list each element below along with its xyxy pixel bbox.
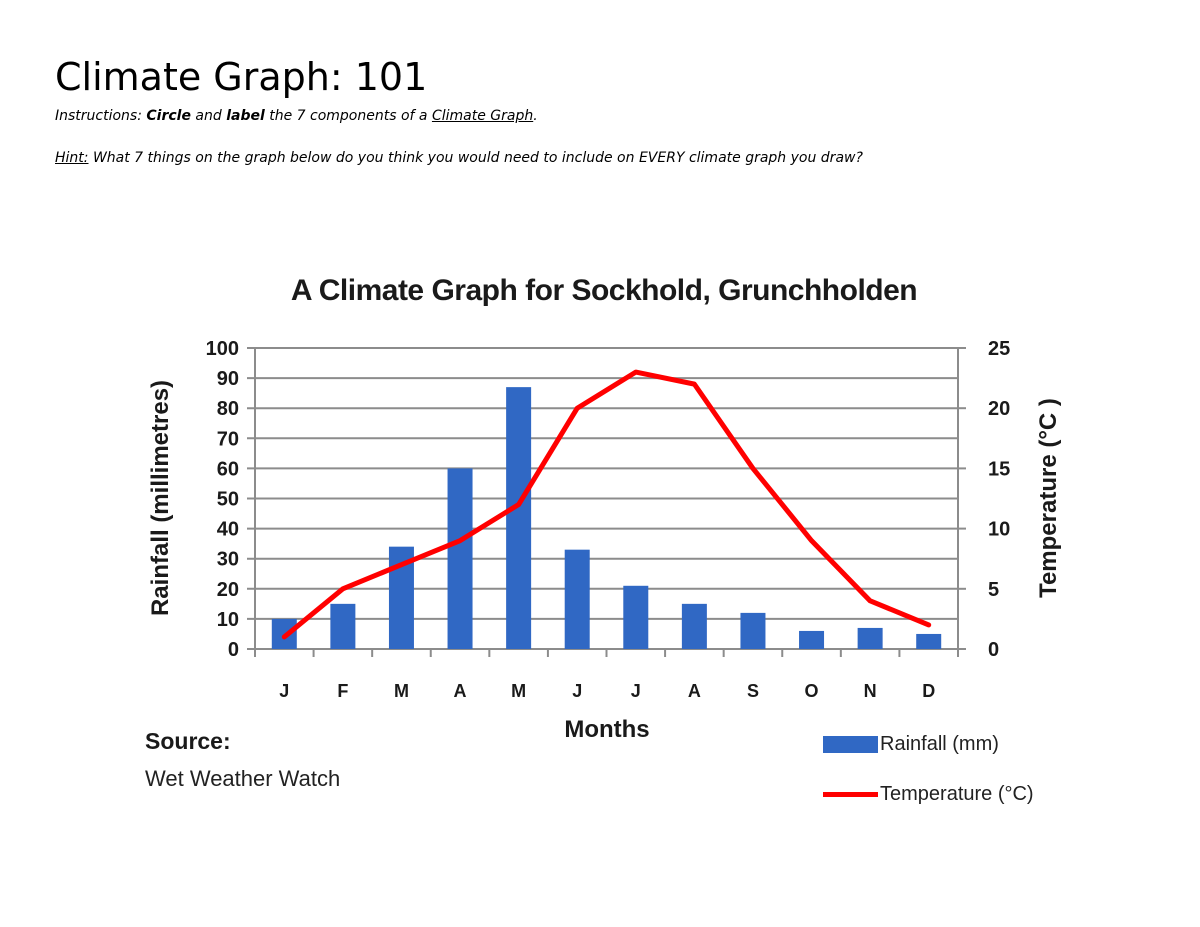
x-tick-label: M	[394, 681, 409, 701]
y-tick-label: 100	[206, 338, 239, 360]
y-axis-title: Rainfall (millimetres)	[147, 380, 174, 616]
y-tick-label: 30	[217, 549, 239, 571]
y-tick-label: 90	[217, 368, 239, 390]
source-label: Source:	[145, 728, 231, 754]
x-tick-label: O	[805, 681, 819, 701]
hint-label: Hint:	[55, 150, 89, 166]
rainfall-bar	[681, 603, 707, 649]
rainfall-bar	[564, 549, 590, 649]
legend-rainfall: Rainfall (mm)	[823, 733, 999, 756]
y2-tick-label: 25	[988, 338, 1010, 360]
y2-axis-title: Temperature (°C )	[1035, 398, 1062, 598]
legend-temperature-label: Temperature (°C)	[880, 783, 1034, 805]
source-value: Wet Weather Watch	[145, 766, 341, 791]
y-tick-label: 80	[217, 398, 239, 420]
instructions: Instructions: Circle and label the 7 com…	[55, 108, 538, 124]
rainfall-bar	[799, 630, 825, 649]
instructions-suffix: .	[533, 108, 538, 124]
x-tick-label: F	[337, 681, 348, 701]
x-tick-label: N	[864, 681, 877, 701]
y2-tick-label: 10	[988, 519, 1010, 541]
y2-tick-label: 15	[988, 458, 1010, 480]
y-tick-label: 40	[217, 519, 239, 541]
rainfall-bar	[857, 627, 883, 649]
x-tick-label: D	[922, 681, 935, 701]
x-tick-label: A	[688, 681, 701, 701]
x-tick-label: J	[279, 681, 289, 701]
rainfall-bar	[506, 387, 532, 649]
instructions-climate-graph: Climate Graph	[431, 108, 534, 124]
x-tick-label: S	[747, 681, 759, 701]
rainfall-bar	[740, 612, 766, 649]
rainfall-bar	[447, 468, 473, 649]
legend-bar-swatch-icon	[823, 736, 878, 753]
x-tick-label: J	[631, 681, 641, 701]
y2-tick-label: 20	[988, 398, 1010, 420]
legend-line-swatch-icon	[823, 792, 878, 797]
rainfall-bar	[623, 585, 649, 649]
hint-text: What 7 things on the graph below do you …	[88, 150, 863, 166]
temperature-line	[281, 369, 932, 640]
y-tick-label: 20	[217, 579, 239, 601]
legend-rainfall-label: Rainfall (mm)	[880, 733, 999, 755]
hint: Hint: What 7 things on the graph below d…	[55, 150, 863, 166]
instructions-prefix: Instructions:	[55, 108, 147, 124]
legend-temperature: Temperature (°C)	[823, 783, 1034, 806]
x-tick-label: M	[511, 681, 526, 701]
instructions-circle: Circle	[146, 108, 191, 124]
rainfall-bar	[330, 603, 356, 649]
y-tick-label: 60	[217, 458, 239, 480]
chart-title: A Climate Graph for Sockhold, Grunchhold…	[290, 274, 918, 307]
instructions-label: label	[226, 108, 265, 124]
y2-tick-label: 5	[988, 579, 999, 601]
x-axis-title: Months	[564, 716, 649, 743]
page-title: Climate Graph: 101	[55, 55, 428, 99]
y2-tick-label: 0	[988, 639, 999, 661]
y-tick-label: 0	[228, 639, 239, 661]
x-tick-label: J	[572, 681, 582, 701]
instructions-and: and	[190, 108, 227, 124]
y-tick-label: 70	[217, 428, 239, 450]
x-tick-label: A	[454, 681, 467, 701]
rainfall-bar	[916, 633, 942, 649]
y-tick-label: 50	[217, 489, 239, 511]
y-tick-label: 10	[217, 609, 239, 631]
instructions-middle: the 7 components of a	[264, 108, 432, 124]
